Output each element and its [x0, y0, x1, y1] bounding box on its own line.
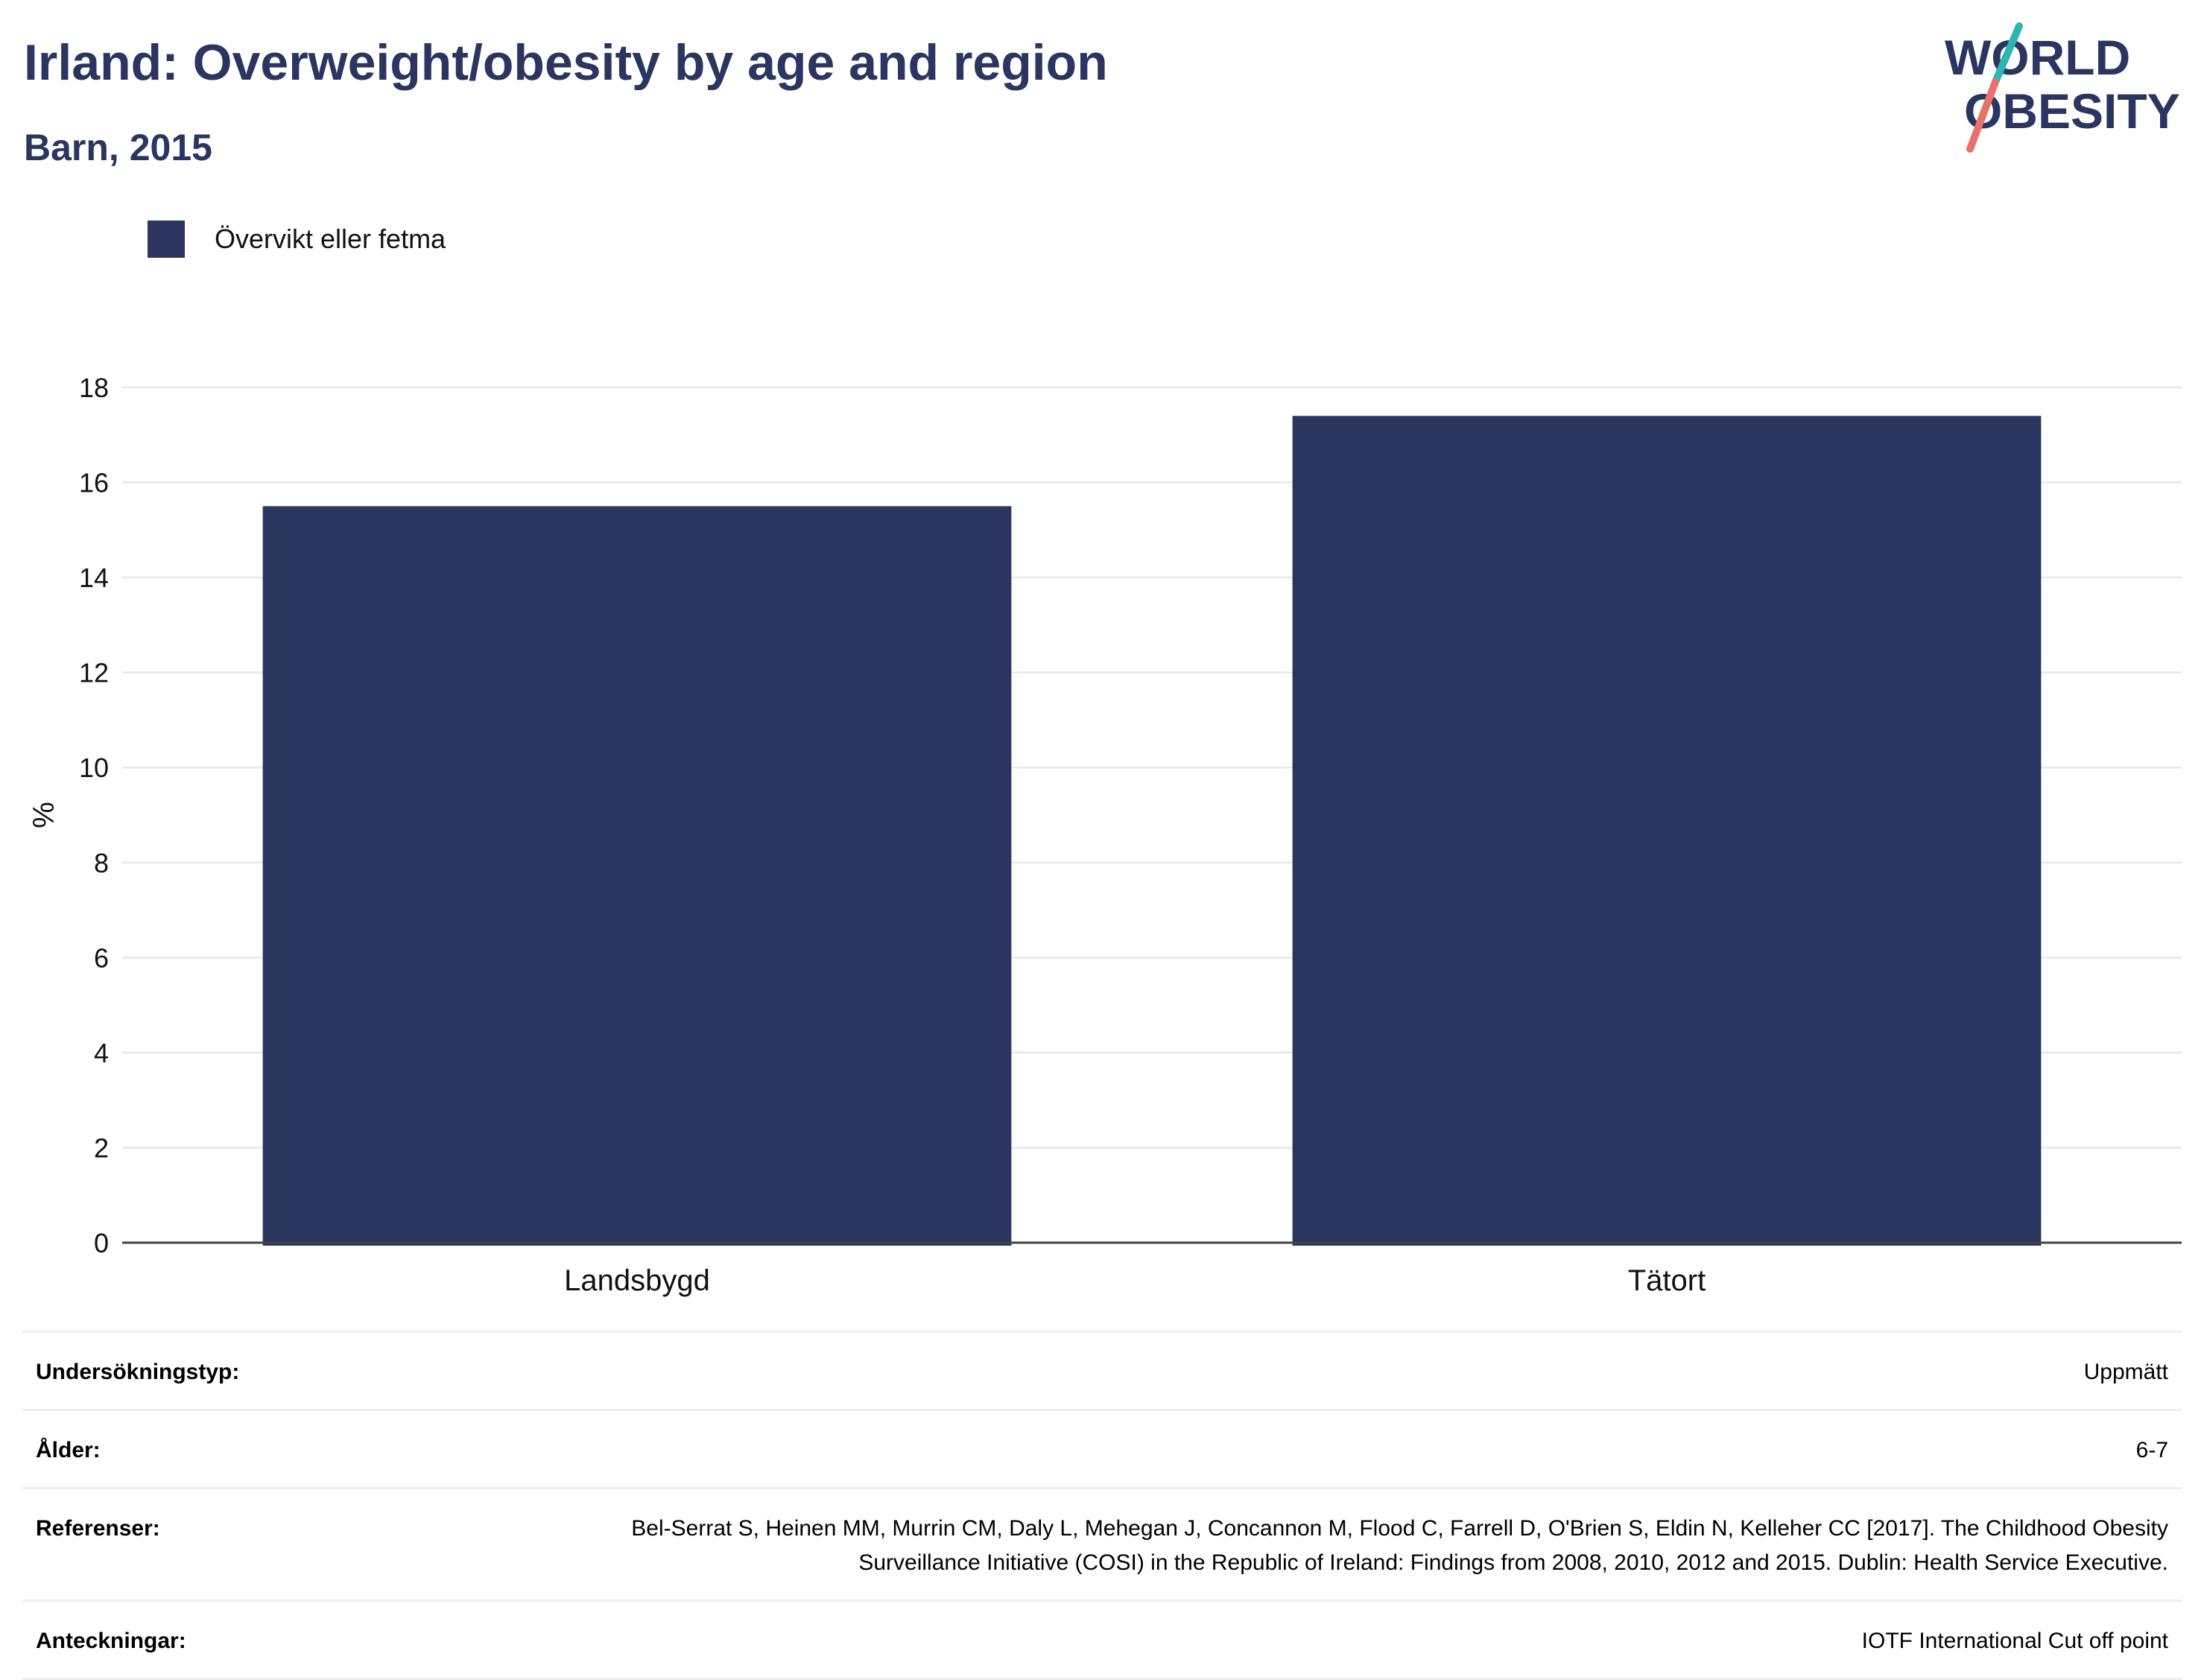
y-axis-title: %	[28, 802, 60, 828]
info-table: Undersökningstyp: Uppmätt Ålder: 6-7 Ref…	[22, 1331, 2182, 1680]
info-value-references: Bel-Serrat S, Heinen MM, Murrin CM, Daly…	[631, 1516, 2168, 1575]
y-tick-label: 0	[94, 1228, 109, 1258]
logo-text-obesity: OBESITY	[1964, 83, 2180, 139]
info-label-age: Ålder:	[36, 1438, 101, 1462]
y-tick-label: 18	[79, 373, 109, 403]
logo-slash-bottom	[1966, 78, 1999, 153]
info-row-survey-type: Undersökningstyp: Uppmätt	[22, 1331, 2182, 1409]
info-label-survey-type: Undersökningstyp:	[36, 1360, 240, 1384]
chart-subtitle: Barn, 2015	[24, 127, 212, 168]
info-row-notes: Anteckningar: IOTF International Cut off…	[22, 1600, 2182, 1680]
y-tick-label: 6	[94, 942, 109, 973]
info-row-age: Ålder: 6-7	[22, 1409, 2182, 1487]
logo-text-world: WORLD	[1945, 30, 2130, 85]
y-tick-label: 12	[79, 658, 109, 688]
chart-legend[interactable]: Övervikt eller fetma	[148, 221, 446, 258]
info-label-notes: Anteckningar:	[36, 1629, 186, 1653]
legend-label: Övervikt eller fetma	[215, 224, 446, 254]
info-value-survey-type: Uppmätt	[2083, 1360, 2168, 1384]
info-value-age: 6-7	[2135, 1438, 2168, 1462]
legend-swatch	[148, 221, 185, 258]
bar-chart: 0 2 4 6 8 10 12 14 16 18 Landsbygd Tätort%	[28, 373, 2182, 1297]
y-tick-label: 8	[94, 848, 109, 878]
bar	[1292, 416, 2042, 1246]
y-tick-label: 2	[94, 1132, 109, 1163]
y-tick-label: 16	[79, 468, 109, 498]
bar	[262, 506, 1012, 1246]
y-tick-label: 10	[79, 752, 109, 783]
x-tick-label: Tätort	[1628, 1264, 1706, 1297]
chart-title: Irland: Overweight/obesity by age and re…	[24, 34, 1108, 91]
info-row-references: Referenser: Bel-Serrat S, Heinen MM, Mur…	[22, 1487, 2182, 1600]
info-value-notes: IOTF International Cut off point	[1861, 1629, 2168, 1653]
y-tick-label: 14	[79, 562, 109, 593]
world-obesity-logo: WORLD OBESITY	[1945, 22, 2180, 153]
y-tick-label: 4	[94, 1038, 109, 1068]
info-label-references: Referenser:	[36, 1516, 160, 1541]
logo-slash-top	[1992, 22, 2023, 86]
x-tick-label: Landsbygd	[564, 1264, 710, 1297]
